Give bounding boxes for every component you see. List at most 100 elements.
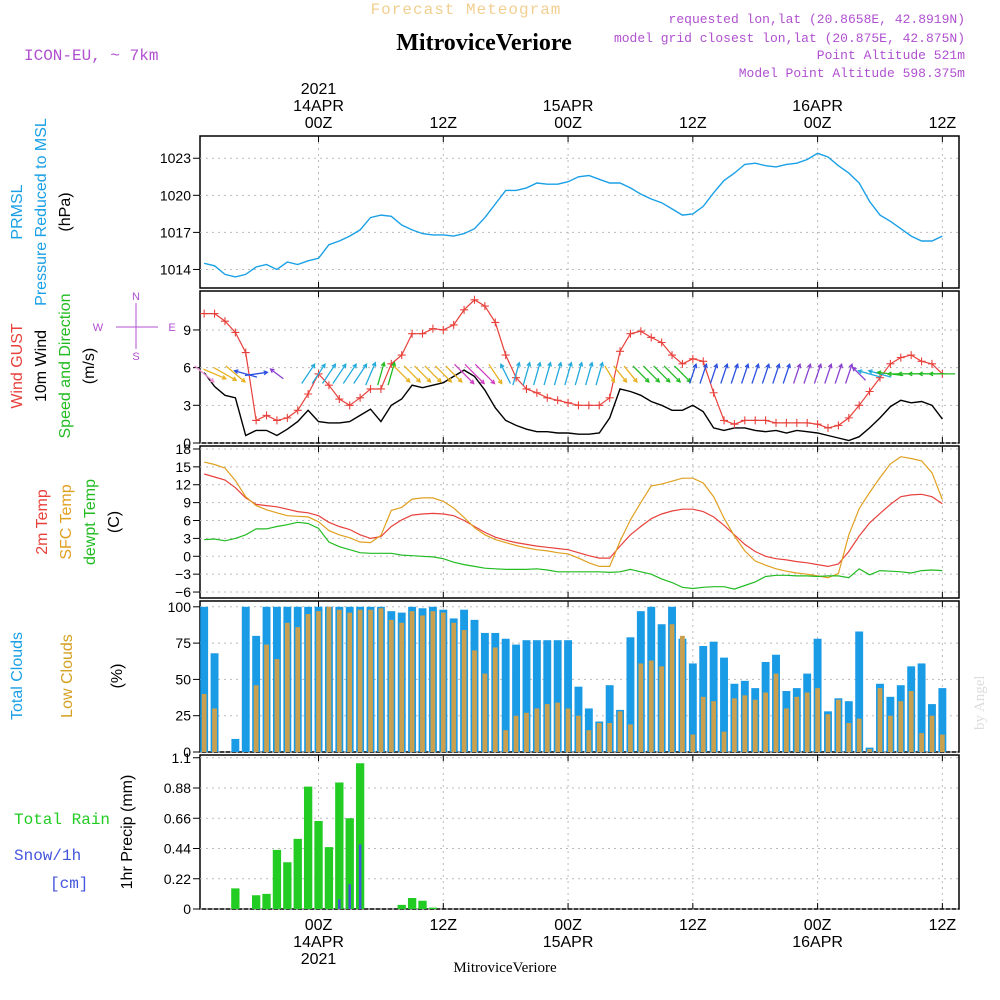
wind-direction-arrow	[623, 365, 638, 383]
axis-label--c-: (C)	[106, 511, 123, 533]
wind-direction-arrow	[585, 362, 593, 386]
precip-legend-rain: Total Rain	[14, 811, 110, 829]
wind-direction-arrow	[564, 362, 572, 386]
wind-direction-arrow	[522, 362, 531, 386]
gust-marker	[449, 320, 458, 329]
wind-direction-arrowhead	[526, 361, 532, 367]
gust-marker	[844, 413, 853, 422]
wind-direction-arrow	[301, 363, 316, 384]
low-cloud-bar	[274, 659, 280, 752]
total-cloud-bar	[605, 685, 614, 752]
panel-2-ytick-label: 0	[183, 435, 191, 451]
low-cloud-bar	[378, 608, 384, 752]
wind-direction-arrow	[342, 363, 357, 384]
gust-marker	[428, 324, 437, 333]
wind-direction-arrowhead	[240, 377, 246, 383]
panel-5-ytick-label: 0.88	[164, 780, 191, 796]
gust-marker	[397, 351, 406, 360]
rain-bar	[397, 904, 406, 909]
low-cloud-bar	[492, 647, 498, 752]
rain-bar	[303, 786, 313, 909]
rain-bar	[355, 763, 365, 909]
precip-axis-label: 1hr Precip (mm)	[119, 775, 136, 890]
gust-marker	[803, 418, 812, 427]
wind-direction-arrow	[751, 364, 760, 384]
wind-direction-arrowhead	[362, 363, 368, 369]
wind-direction-arrowhead	[897, 371, 903, 377]
low-cloud-bar	[212, 708, 217, 752]
rain-bar	[262, 893, 271, 909]
wind-direction-arrow	[824, 364, 832, 384]
snow-bar	[338, 899, 341, 909]
wind-direction-arrow	[673, 365, 691, 383]
wind-direction-arrow	[858, 370, 881, 378]
gust-marker	[834, 421, 843, 430]
wind-direction-arrowhead	[775, 363, 781, 369]
wind-direction-arrowhead	[447, 377, 453, 383]
wind-direction-arrowhead	[857, 369, 863, 374]
compass-north-label: N	[132, 291, 140, 303]
gust-marker	[324, 381, 333, 390]
wind-direction-arrowhead	[331, 363, 337, 369]
low-cloud-bar	[742, 695, 748, 752]
low-cloud-bar	[596, 722, 602, 752]
wind-direction-arrow	[445, 365, 463, 383]
low-cloud-bar	[648, 660, 654, 752]
gust-marker	[907, 351, 916, 360]
gust-marker	[751, 416, 760, 425]
wind-direction-arrowhead	[391, 361, 397, 367]
wind-direction-arrowhead	[692, 363, 698, 369]
gust-marker	[491, 318, 500, 327]
low-cloud-bar	[794, 696, 800, 752]
wind-direction-arrow	[403, 365, 421, 383]
panel-4-ytick-label: 25	[175, 708, 191, 724]
panel-2-ytick-label: 3	[183, 397, 191, 413]
gust-marker	[439, 325, 448, 334]
low-cloud-bar	[576, 715, 581, 752]
low-cloud-bar	[482, 673, 488, 752]
wind-direction-arrowhead	[917, 371, 923, 377]
gust-marker	[231, 328, 240, 337]
low-cloud-bar	[752, 699, 758, 752]
rain-bar	[335, 782, 344, 909]
wind-direction-arrowhead	[827, 363, 833, 369]
panel-4-ytick-label: 100	[168, 599, 192, 615]
gust-marker	[293, 406, 302, 415]
wind-direction-arrow	[709, 364, 718, 384]
low-cloud-bar	[305, 614, 311, 752]
total-cloud-bar	[241, 606, 250, 752]
low-cloud-bar	[784, 708, 789, 752]
wind-direction-arrow	[533, 362, 541, 386]
wind-direction-arrowhead	[655, 377, 661, 383]
axis-label-sfc-temp: SFC Temp	[58, 484, 75, 559]
total-cloud-bar	[720, 657, 728, 752]
total-cloud-bar	[200, 606, 209, 752]
low-cloud-bar	[253, 685, 259, 752]
wind-direction-arrowhead	[426, 377, 432, 383]
gust-marker	[460, 305, 469, 314]
wind-direction-arrow	[740, 364, 749, 384]
gust-marker	[220, 317, 229, 326]
gust-marker	[605, 393, 614, 402]
wind-direction-arrowhead	[817, 363, 823, 369]
wind-direction-arrowhead	[886, 371, 892, 377]
wind-direction-arrow	[311, 363, 326, 384]
wind-direction-arrow	[574, 362, 583, 386]
temp-sfc-line	[204, 456, 943, 579]
wind-direction-arrow	[424, 365, 442, 383]
temp-dewpoint-line	[204, 521, 943, 590]
low-cloud-bar	[919, 733, 924, 752]
gust-marker	[553, 396, 562, 405]
wind-direction-arrow	[720, 364, 728, 384]
wind-direction-arrowhead	[928, 371, 934, 377]
low-cloud-bar	[877, 688, 883, 752]
axis-label-total-clouds: Total Clouds	[9, 632, 26, 720]
wind-direction-arrow	[761, 364, 770, 384]
total-cloud-bar	[709, 641, 718, 752]
gust-marker	[709, 388, 718, 397]
low-cloud-bar	[544, 704, 550, 752]
low-cloud-bar	[326, 606, 332, 752]
wind-direction-arrowhead	[734, 363, 739, 369]
gust-marker	[875, 373, 884, 382]
